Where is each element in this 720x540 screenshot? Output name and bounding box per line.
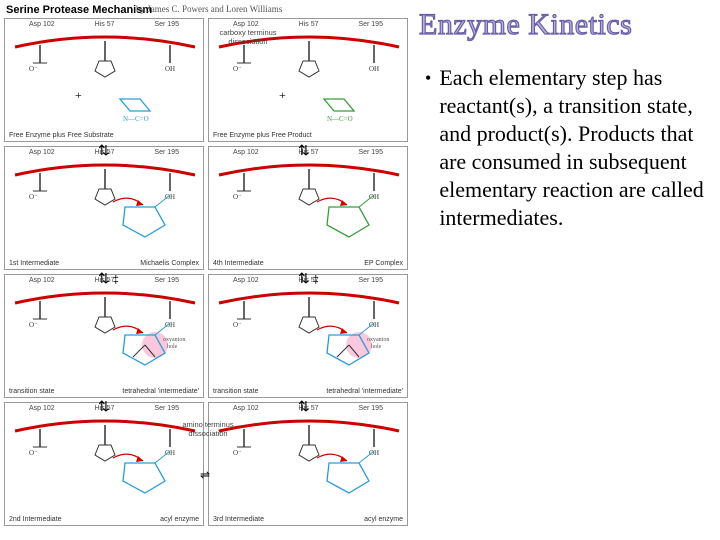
side-equilibrium-arrow: ⇌ (200, 468, 210, 482)
panel-caption-left: transition state (213, 388, 259, 395)
mechanism-title: Serine Protease Mechanism (6, 4, 152, 16)
page-title: Enzyme Kinetics (419, 8, 714, 42)
panel-caption-right: acyl enzyme (364, 516, 403, 523)
transition-state-dagger: ‡ (110, 274, 119, 286)
mechanism-panel: Asp 102His 57Ser 195O⁻OH1st Intermediate… (4, 146, 204, 270)
bullet-text: Each elementary step has reactant(s), a … (439, 64, 714, 232)
svg-text:O⁻: O⁻ (29, 321, 38, 329)
transition-state-dagger: ‡ (310, 274, 319, 286)
equilibrium-arrow: ⇅ (98, 398, 110, 415)
panel-caption-right: tetrahedral 'intermediate' (326, 388, 403, 395)
svg-text:OH: OH (369, 321, 379, 329)
mechanism-panel: Asp 102His 57Ser 195O⁻OH4th Intermediate… (208, 146, 408, 270)
svg-text:hole: hole (167, 344, 178, 350)
panel-caption-right: Michaelis Complex (140, 260, 199, 267)
svg-text:N—C=O: N—C=O (327, 115, 353, 123)
svg-text:O⁻: O⁻ (29, 65, 38, 73)
panel-caption-right: EP Complex (364, 260, 403, 267)
panel-caption-left: 3rd Intermediate (213, 516, 264, 523)
byline: by James C. Powers and Loren Williams (136, 4, 282, 14)
svg-text:OH: OH (369, 193, 379, 201)
svg-text:hole: hole (371, 344, 382, 350)
svg-text:OH: OH (165, 193, 175, 201)
svg-text:+: + (279, 88, 286, 102)
panel-caption-left: transition state (9, 388, 55, 395)
carboxy-label: carboxy terminus dissociation (208, 28, 288, 46)
svg-text:OH: OH (165, 321, 175, 329)
equilibrium-arrow: ⇅ (298, 398, 310, 415)
panel-caption-left: 2nd Intermediate (9, 516, 62, 523)
mechanism-panel: Asp 102His 57Ser 195O⁻OHoxyanionholetran… (208, 274, 408, 398)
equilibrium-arrow: ⇅ (298, 142, 310, 159)
svg-text:O⁻: O⁻ (233, 449, 242, 457)
equilibrium-arrow: ⇅ ‡ (298, 270, 319, 287)
mechanism-panel: Asp 102His 57Ser 195O⁻OH2nd Intermediate… (4, 402, 204, 526)
equilibrium-arrow: ⇅ ‡ (98, 270, 119, 287)
mechanism-panel: Asp 102His 57Ser 195O⁻OHoxyanionholetran… (4, 274, 204, 398)
panel-caption-right: tetrahedral 'intermediate' (122, 388, 199, 395)
svg-text:O⁻: O⁻ (29, 449, 38, 457)
panel-caption-right: acyl enzyme (160, 516, 199, 523)
svg-text:O⁻: O⁻ (29, 193, 38, 201)
svg-text:OH: OH (165, 65, 175, 73)
amino-label: amino terminus dissociation (180, 420, 236, 438)
svg-text:OH: OH (369, 449, 379, 457)
bullet-item: • Each elementary step has reactant(s), … (419, 64, 714, 232)
mechanism-panel-grid: Asp 102His 57Ser 195O⁻OH+N—C=OFree Enzym… (4, 18, 408, 526)
svg-text:oxyanion: oxyanion (367, 337, 389, 343)
svg-text:O⁻: O⁻ (233, 193, 242, 201)
panel-caption-left: Free Enzyme plus Free Product (213, 132, 312, 139)
panel-caption-left: 4th Intermediate (213, 260, 264, 267)
svg-text:OH: OH (369, 65, 379, 73)
equilibrium-arrow: ⇅ (98, 142, 110, 159)
svg-text:O⁻: O⁻ (233, 65, 242, 73)
panel-caption-left: Free Enzyme plus Free Substrate (9, 132, 114, 139)
svg-text:N—C=O: N—C=O (123, 115, 149, 123)
mechanism-panel: Asp 102His 57Ser 195O⁻OH3rd Intermediate… (208, 402, 408, 526)
bullet-marker: • (425, 64, 431, 232)
mechanism-panel: Asp 102His 57Ser 195O⁻OH+N—C=OFree Enzym… (4, 18, 204, 142)
svg-text:OH: OH (165, 449, 175, 457)
svg-text:oxyanion: oxyanion (163, 337, 185, 343)
svg-text:+: + (75, 88, 82, 102)
svg-text:O⁻: O⁻ (233, 321, 242, 329)
panel-caption-left: 1st Intermediate (9, 260, 59, 267)
